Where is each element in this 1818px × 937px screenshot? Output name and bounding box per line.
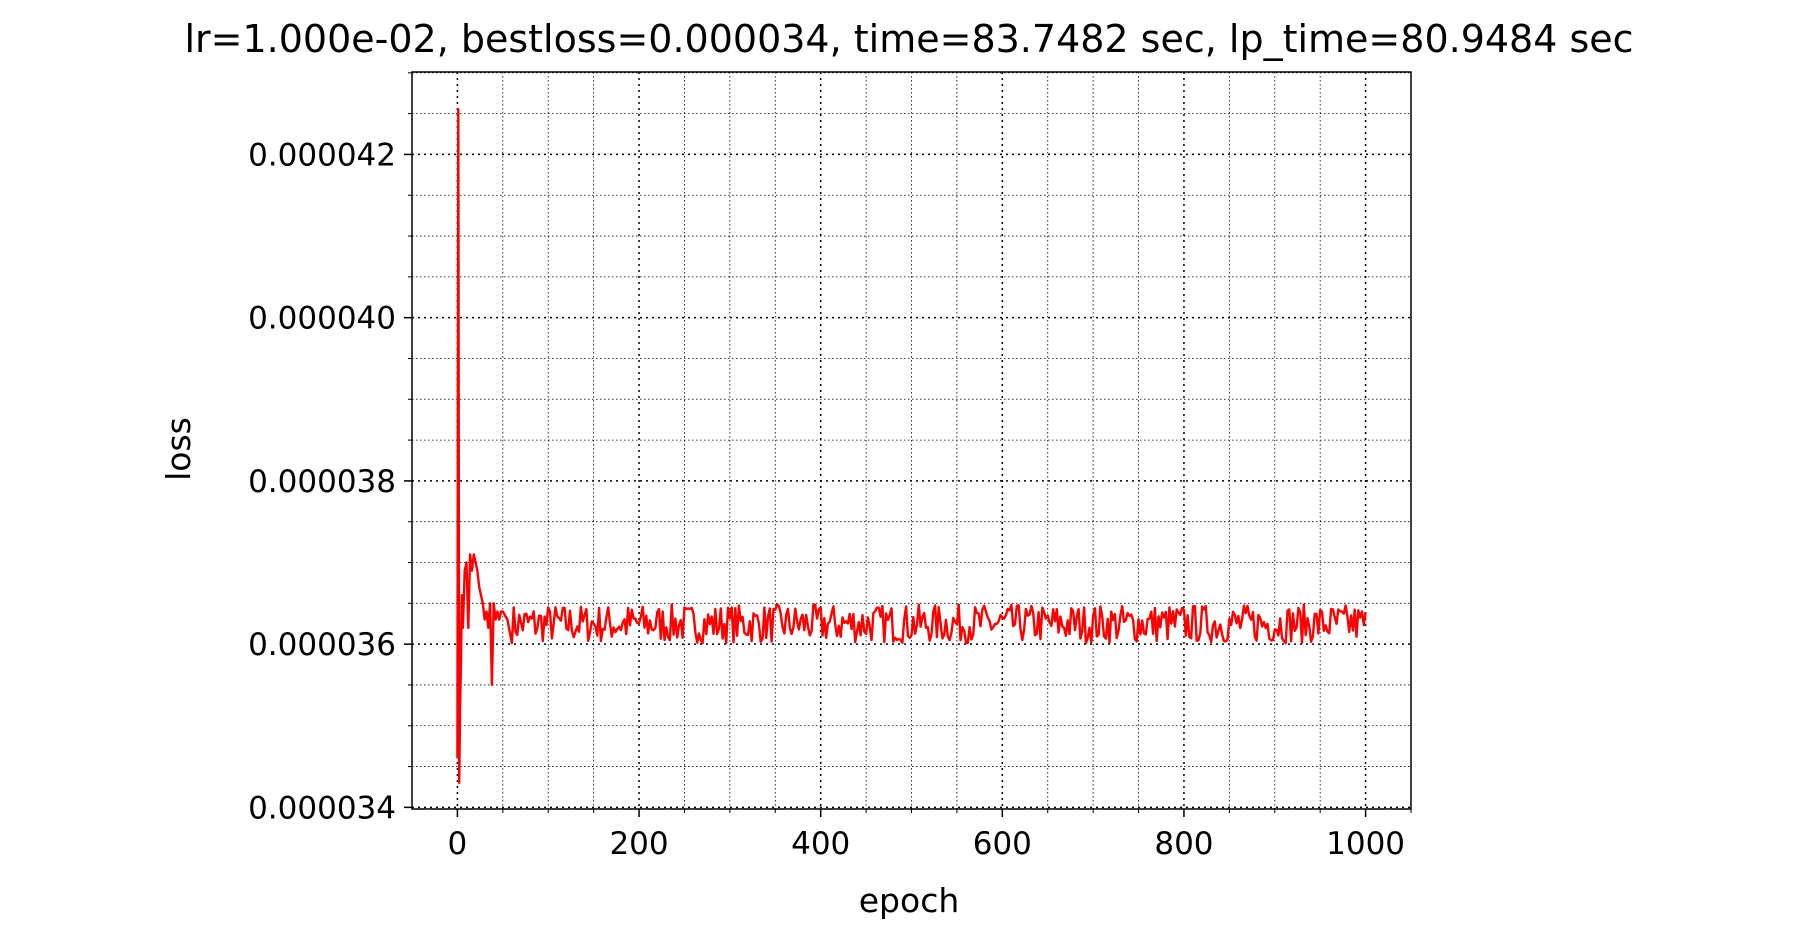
loss-series-line: [456, 108, 1367, 785]
y-tick-label: 0.000042: [248, 137, 396, 173]
y-tick-label: 0.000038: [248, 464, 396, 500]
x-axis-label: epoch: [859, 881, 960, 920]
axis-ticks: 0 200 400 600 800 1000 0.000034 0.000036 0.00003…: [248, 72, 1412, 862]
x-tick-label: 600: [973, 826, 1032, 862]
x-tick-label: 400: [791, 826, 850, 862]
grid: [412, 72, 1412, 809]
chart-title: lr=1.000e-02, bestloss=0.000034, time=83…: [184, 17, 1633, 61]
x-tick-label: 200: [609, 826, 668, 862]
y-tick-label: 0.000040: [248, 301, 396, 337]
x-tick-label: 0: [448, 826, 468, 862]
y-axis-label: loss: [159, 417, 198, 481]
y-tick-label: 0.000034: [248, 790, 396, 826]
series-layer: [456, 108, 1367, 785]
x-tick-label: 1000: [1326, 826, 1405, 862]
y-tick-label: 0.000036: [248, 627, 396, 663]
x-tick-label: 800: [1154, 826, 1213, 862]
